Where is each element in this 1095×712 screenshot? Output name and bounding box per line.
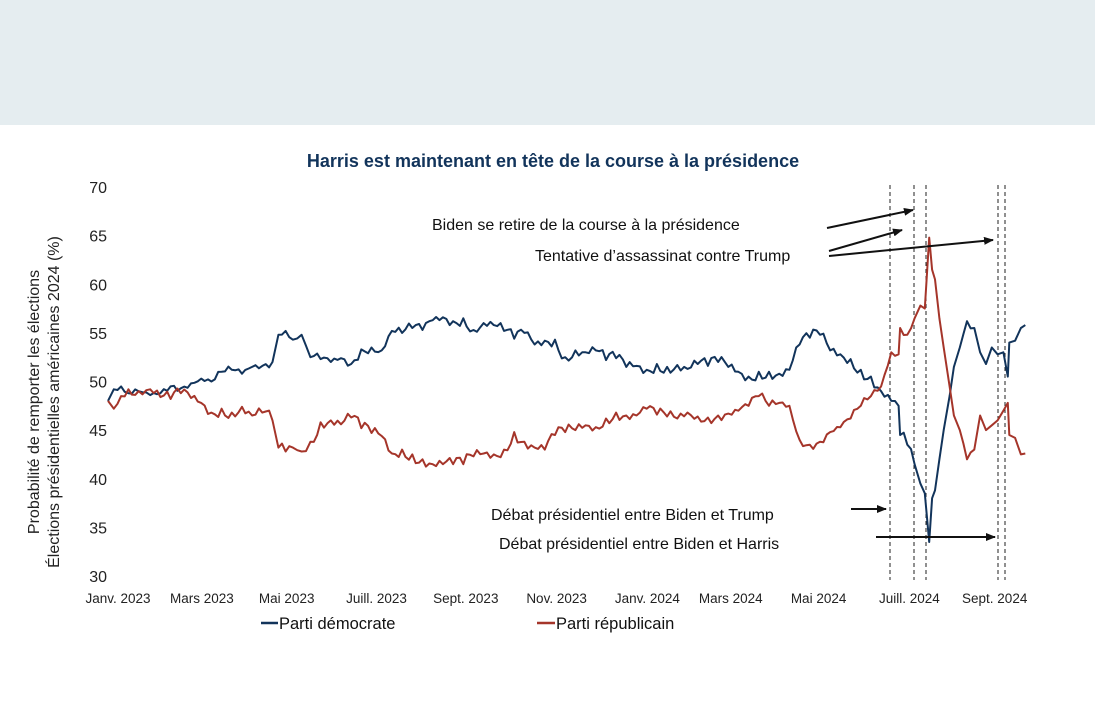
chart-title: Harris est maintenant en tête de la cour…	[307, 151, 799, 171]
y-axis-label-line-2: Élections présidentielles américaines 20…	[44, 236, 63, 568]
annotation-biden-withdraws: Biden se retire de la course à la présid…	[432, 217, 740, 234]
series-line-democrat	[107, 316, 1026, 543]
x-tick-label: Mars 2024	[699, 591, 763, 606]
legend-label-republican: Parti républicain	[556, 615, 674, 633]
y-tick-label: 55	[89, 326, 107, 343]
x-tick-label: Juill. 2024	[879, 591, 940, 606]
annotation-arrow	[828, 228, 903, 252]
x-tick-label: Janv. 2024	[615, 591, 681, 606]
annotations: Biden se retire de la course à la présid…	[432, 217, 790, 553]
x-tick-label: Sept. 2023	[433, 591, 498, 606]
x-tick-label: Mai 2023	[259, 591, 315, 606]
x-tick-label: Sept. 2024	[962, 591, 1028, 606]
annotation-biden-trump-debate: Débat présidentiel entre Biden et Trump	[491, 507, 774, 524]
chart: Harris est maintenant en tête de la cour…	[26, 151, 1028, 633]
y-tick-label: 50	[89, 375, 107, 392]
annotation-assassination-attempt: Tentative d’assassinat contre Trump	[535, 248, 790, 265]
legend: Parti démocrate Parti républicain	[261, 615, 674, 633]
y-tick-label: 65	[89, 229, 107, 246]
event-lines	[889, 185, 1006, 580]
y-tick-label: 35	[89, 520, 107, 537]
series-group	[107, 236, 1026, 543]
legend-label-democrat: Parti démocrate	[279, 615, 395, 633]
header-band	[0, 0, 1095, 125]
series-line-republican	[107, 236, 1026, 468]
y-axis-ticks: 30 35 40 45 50 55 60 65 70	[89, 180, 107, 586]
x-tick-label: Mai 2024	[791, 591, 847, 606]
annotation-arrow	[826, 207, 914, 229]
annotation-arrows	[826, 207, 996, 541]
y-tick-label: 60	[89, 277, 107, 294]
y-tick-label: 30	[89, 569, 107, 586]
x-tick-label: Juill. 2023	[346, 591, 407, 606]
y-axis-label-line-1: Probabilité de remporter les élections	[26, 270, 43, 534]
annotation-arrow	[828, 236, 994, 257]
x-axis-ticks: Janv. 2023 Mars 2023 Mai 2023 Juill. 2023 Se…	[85, 591, 1027, 606]
y-tick-label: 40	[89, 472, 107, 489]
annotation-biden-harris-debate: Débat présidentiel entre Biden et Harris	[499, 536, 779, 553]
x-tick-label: Mars 2023	[170, 591, 234, 606]
y-tick-label: 45	[89, 423, 107, 440]
x-tick-label: Nov. 2023	[526, 591, 587, 606]
y-tick-label: 70	[89, 180, 107, 197]
x-tick-label: Janv. 2023	[85, 591, 150, 606]
y-axis-label: Probabilité de remporter les élections É…	[26, 236, 63, 568]
